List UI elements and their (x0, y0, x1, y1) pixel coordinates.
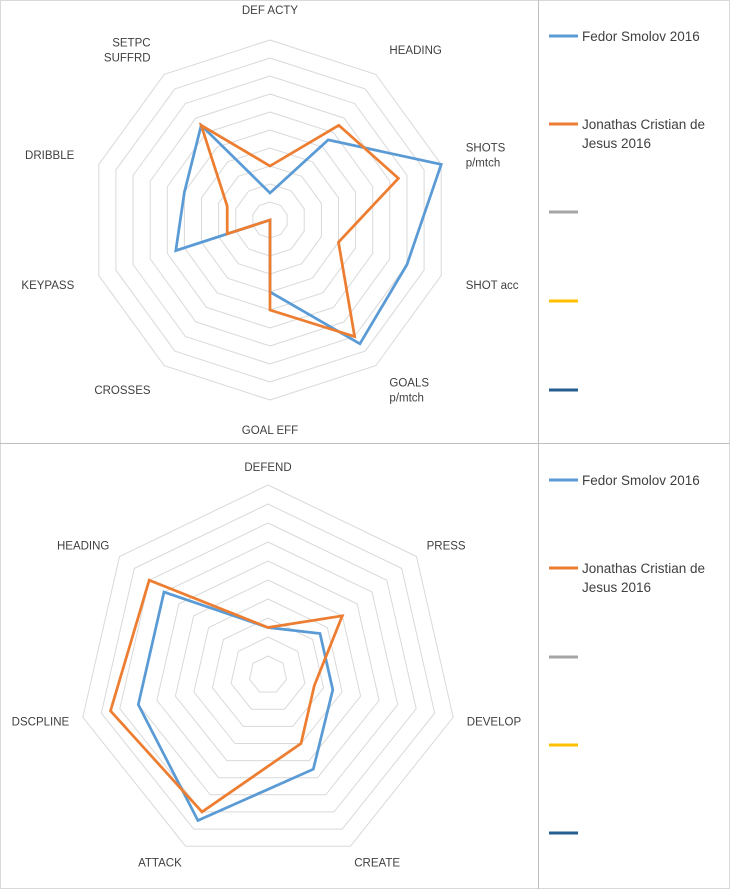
grid-ring (115, 57, 425, 383)
axis-label-press: PRESS (427, 540, 466, 552)
axis-label-dscpline: DSCPLINE (12, 716, 70, 728)
axis-label-goals-p-mtch: GOALS p/mtch (389, 377, 429, 404)
radar-chart-overall: DEFEND PRESS DEVELOP CREATE ATTACK DSCPLINE HE… (12, 462, 522, 869)
grid-ring (211, 617, 325, 727)
axis-label-def-acty: DEF ACTY (242, 5, 299, 17)
axis-label-defend: DEFEND (244, 462, 291, 474)
axis-label-goal-eff: GOAL EFF (242, 425, 298, 437)
legend-attacking: Fedor Smolov 2016 Jonathas Cristian de Jes… (549, 29, 705, 392)
axis-label-develop: DEVELOP (467, 716, 522, 728)
grid-ring (98, 39, 442, 401)
axis-label-shots-p-mtch: SHOTS p/mtch (466, 143, 506, 170)
legend-overall: Fedor Smolov 2016 Jonathas Cristian de Jes… (549, 473, 705, 835)
grid-ring (248, 655, 288, 693)
legend-label-2: Jonathas Cristian de Jesus 2016 (582, 561, 705, 595)
axis-label-keypass: KEYPASS (21, 280, 74, 292)
legend-label-1: Fedor Smolov 2016 (582, 29, 700, 44)
axis-label-heading: HEADING (389, 45, 441, 57)
grid-ring (82, 484, 454, 847)
legend-label-1: Fedor Smolov 2016 (582, 473, 700, 488)
series-line-jonathas-cristian-de-jesus-2016 (198, 122, 401, 339)
radar-chart-attacking: DEF ACTY HEADING SHOTS p/mtch SHOT acc GOALS p… (21, 5, 518, 437)
axis-label-setpc-suffrd: SETPC SUFFRD (104, 38, 151, 65)
grid-ring (156, 560, 380, 779)
grid-ring (193, 598, 343, 744)
grid-ring (100, 503, 436, 830)
axis-label-shot-acc: SHOT acc (466, 280, 519, 292)
axis-label-crosses: CROSSES (94, 385, 151, 397)
grid-ring (119, 522, 417, 813)
axis-label-create: CREATE (354, 857, 400, 869)
axis-label-dribble: DRIBBLE (25, 150, 75, 162)
axis-label-heading: HEADING (57, 540, 109, 552)
series-line-fedor-smolov-2016 (136, 590, 335, 823)
series-line-fedor-smolov-2016 (174, 122, 444, 346)
grid-ring (149, 93, 391, 347)
grid-ring (230, 636, 306, 710)
axis-label-attack: ATTACK (138, 857, 182, 869)
grid-ring (174, 579, 362, 762)
grid-ring (132, 75, 408, 365)
series-line-jonathas-cristian-de-jesus-2016 (108, 578, 345, 814)
grid-ring (166, 111, 374, 329)
legend-label-2: Jonathas Cristian de Jesus 2016 (582, 117, 705, 151)
